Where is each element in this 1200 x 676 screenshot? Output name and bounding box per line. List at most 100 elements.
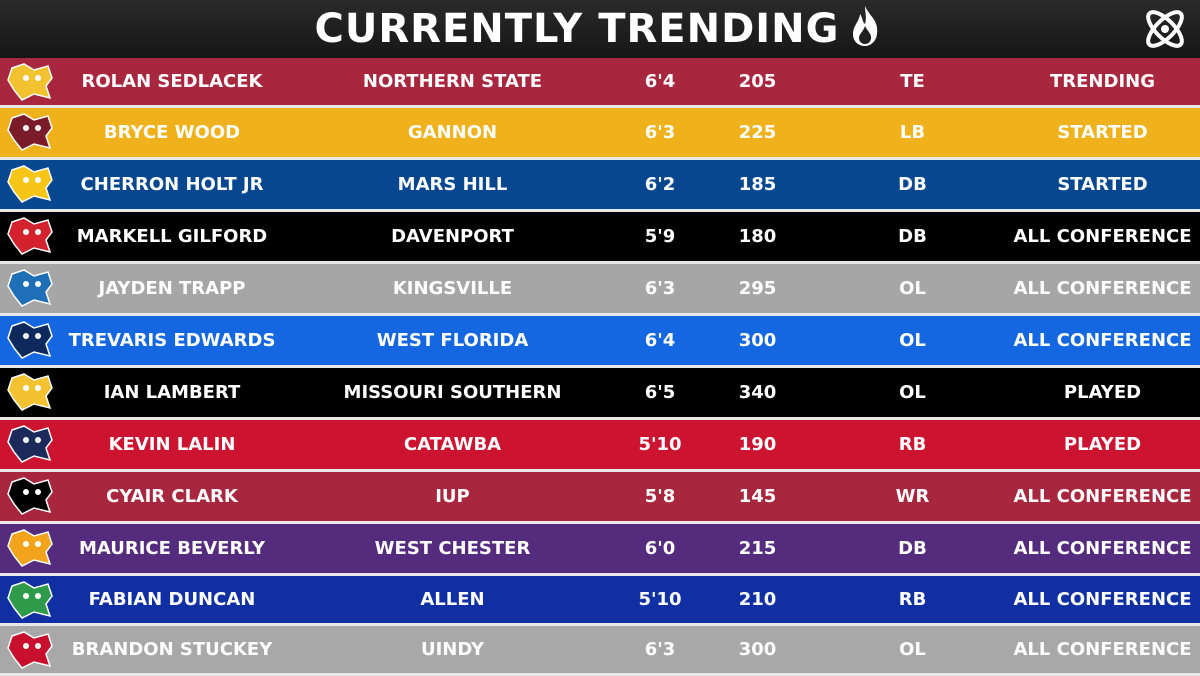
lion-logo-icon	[4, 162, 60, 206]
knight-logo-icon	[4, 110, 60, 154]
player-weight: 300	[738, 639, 777, 660]
player-position: RB	[898, 434, 927, 455]
player-position: DB	[898, 174, 927, 195]
flame-icon	[845, 4, 885, 48]
player-name: ROLAN SEDLACEK	[81, 71, 263, 92]
player-school: MISSOURI SOUTHERN	[343, 382, 562, 403]
player-weight: 185	[738, 174, 777, 195]
table-row: CHERRON HOLT JR MARS HILL 6'2 185 DB STARTED	[0, 160, 1200, 212]
c-letter-logo-icon	[4, 422, 60, 466]
player-school: IUP	[435, 486, 470, 507]
player-height: 6'0	[644, 538, 676, 559]
player-name: BRYCE WOOD	[103, 122, 241, 143]
player-school: NORTHERN STATE	[362, 71, 543, 92]
player-school: ALLEN	[420, 589, 485, 610]
table-row: MAURICE BEVERLY WEST CHESTER 6'0 215 DB ALL C…	[0, 524, 1200, 576]
table-row: BRANDON STUCKEY UINDY 6'3 300 OL ALL CONFEREN…	[0, 626, 1200, 676]
header-bar: CURRENTLY TRENDING	[0, 0, 1200, 58]
player-name: CYAIR CLARK	[106, 486, 238, 507]
table-row: IAN LAMBERT MISSOURI SOUTHERN 6'5 340 OL PLAY…	[0, 368, 1200, 420]
player-status: PLAYED	[1063, 382, 1142, 403]
player-position: TE	[900, 71, 925, 92]
player-weight: 300	[738, 330, 777, 351]
player-height: 5'8	[644, 486, 676, 507]
player-status: STARTED	[1057, 174, 1148, 195]
panther-logo-icon	[4, 214, 60, 258]
player-status: ALL CONFERENCE	[1013, 589, 1192, 610]
player-weight: 210	[738, 589, 777, 610]
player-position: OL	[899, 330, 926, 351]
player-status: STARTED	[1057, 122, 1148, 143]
player-name: JAYDEN TRAPP	[98, 278, 246, 299]
javelina-logo-icon	[4, 266, 60, 310]
player-name: BRANDON STUCKEY	[71, 639, 273, 660]
page-title-text: CURRENTLY TRENDING	[314, 6, 840, 52]
player-school: MARS HILL	[397, 174, 508, 195]
player-position: DB	[898, 538, 927, 559]
player-name: CHERRON HOLT JR	[80, 174, 264, 195]
player-position: LB	[899, 122, 926, 143]
player-school: KINGSVILLE	[392, 278, 513, 299]
player-position: RB	[898, 589, 927, 610]
player-height: 6'2	[644, 174, 676, 195]
table-row: ROLAN SEDLACEK NORTHERN STATE 6'4 205 TE TREN…	[0, 58, 1200, 108]
player-height: 6'3	[644, 278, 676, 299]
player-school: CATAWBA	[403, 434, 502, 455]
player-name: KEVIN LALIN	[108, 434, 236, 455]
table-row: TREVARIS EDWARDS WEST FLORIDA 6'4 300 OL ALL …	[0, 316, 1200, 368]
player-position: OL	[899, 639, 926, 660]
player-weight: 340	[738, 382, 777, 403]
player-weight: 295	[738, 278, 777, 299]
player-school: UINDY	[420, 639, 485, 660]
player-weight: 145	[738, 486, 777, 507]
player-school: GANNON	[407, 122, 498, 143]
player-status: PLAYED	[1063, 434, 1142, 455]
table-row: JAYDEN TRAPP KINGSVILLE 6'3 295 OL ALL CONFER…	[0, 264, 1200, 316]
player-status: ALL CONFERENCE	[1013, 330, 1192, 351]
wolf-logo-icon	[4, 60, 60, 104]
player-weight: 205	[738, 71, 777, 92]
player-school: DAVENPORT	[391, 226, 514, 247]
player-school: WEST CHESTER	[374, 538, 531, 559]
player-position: OL	[899, 278, 926, 299]
player-name: IAN LAMBERT	[103, 382, 241, 403]
player-weight: 190	[738, 434, 777, 455]
player-height: 6'3	[644, 122, 676, 143]
page-title: CURRENTLY TRENDING	[0, 4, 1200, 54]
player-weight: 215	[738, 538, 777, 559]
player-height: 5'9	[644, 226, 676, 247]
player-height: 6'3	[644, 639, 676, 660]
player-height: 6'5	[644, 382, 676, 403]
jacket-logo-icon	[4, 578, 60, 622]
player-name: MAURICE BEVERLY	[78, 538, 266, 559]
player-height: 5'10	[638, 434, 682, 455]
greyhound-logo-icon	[4, 628, 60, 672]
player-status: TRENDING	[1050, 71, 1155, 92]
player-height: 5'10	[638, 589, 682, 610]
player-name: FABIAN DUNCAN	[88, 589, 256, 610]
player-position: OL	[899, 382, 926, 403]
table-row: BRYCE WOOD GANNON 6'3 225 LB STARTED	[0, 108, 1200, 160]
table-row: MARKELL GILFORD DAVENPORT 5'9 180 DB ALL CONF…	[0, 212, 1200, 264]
table-row: KEVIN LALIN CATAWBA 5'10 190 RB PLAYED	[0, 420, 1200, 472]
player-status: ALL CONFERENCE	[1013, 226, 1192, 247]
player-status: ALL CONFERENCE	[1013, 278, 1192, 299]
player-weight: 180	[738, 226, 777, 247]
hawk-logo-icon	[4, 474, 60, 518]
argonaut-logo-icon	[4, 318, 60, 362]
player-position: WR	[895, 486, 930, 507]
ram-logo-icon	[4, 526, 60, 570]
player-name: TREVARIS EDWARDS	[68, 330, 276, 351]
player-weight: 225	[738, 122, 777, 143]
table-row: CYAIR CLARK IUP 5'8 145 WR ALL CONFERENCE	[0, 472, 1200, 524]
atom-logo-icon	[1140, 4, 1190, 54]
player-status: ALL CONFERENCE	[1013, 486, 1192, 507]
lion-wing-logo-icon	[4, 370, 60, 414]
player-position: DB	[898, 226, 927, 247]
player-height: 6'4	[644, 71, 676, 92]
player-status: ALL CONFERENCE	[1013, 639, 1192, 660]
player-name: MARKELL GILFORD	[76, 226, 268, 247]
player-school: WEST FLORIDA	[376, 330, 529, 351]
player-status: ALL CONFERENCE	[1013, 538, 1192, 559]
player-height: 6'4	[644, 330, 676, 351]
